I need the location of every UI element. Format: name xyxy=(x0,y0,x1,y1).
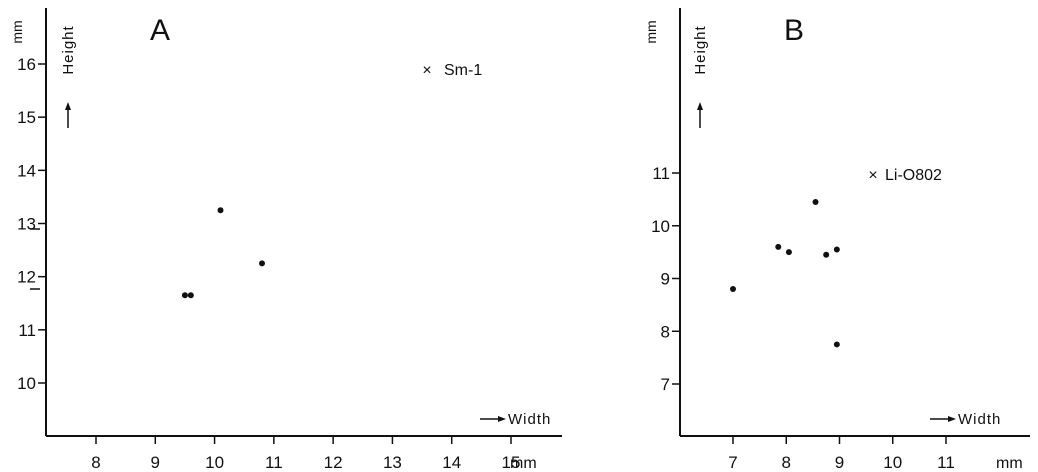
panel-b-y-unit: mm xyxy=(643,20,659,43)
panel-b-data-point xyxy=(833,246,840,253)
panel-a-label: A xyxy=(150,14,170,47)
panel-b-reference-marker: × xyxy=(868,167,877,184)
panel-b-reference-label: Li-O802 xyxy=(885,167,942,184)
panel-b-data-point xyxy=(785,249,792,256)
panel-a-x-unit: mm xyxy=(510,455,537,472)
panel-b-x-tick-label: 9 xyxy=(835,453,844,472)
panel-b-y-tick-label: 8 xyxy=(661,322,670,341)
panel-b-data-point xyxy=(730,286,736,293)
panel-b-label: B xyxy=(784,14,804,47)
panel-b-y-tick-label: 11 xyxy=(652,164,670,183)
panel-b-y-tick-label: 7 xyxy=(661,375,670,394)
panel-a-x-tick-label: 10 xyxy=(205,453,224,472)
panel-a-y-tick-label: 11 xyxy=(18,321,36,340)
panel-a-x-tick-label: 15 xyxy=(502,453,521,472)
panel-b-data-point xyxy=(833,341,840,348)
panel-b-y-tick-label: 10 xyxy=(651,217,670,236)
panel-b-x-tick-label: 7 xyxy=(728,453,737,472)
panel-a-x-tick-label: 11 xyxy=(265,453,283,472)
panel-a-y-tick-label: 10 xyxy=(17,374,36,393)
panel-a-x-label-arrow xyxy=(480,416,506,422)
panel-a-y-tick-label: 16 xyxy=(17,55,36,74)
panel-a-y-tick-label: 13 xyxy=(17,215,36,234)
panel-a-data-point xyxy=(187,292,194,299)
panel-b-x-tick-label: 11 xyxy=(937,453,955,472)
panel-b-y-tick-label: 9 xyxy=(661,270,670,289)
panel-b-y-label: Height xyxy=(692,25,709,74)
panel-b-y-label-arrow xyxy=(697,102,703,128)
panel-b-x-label-arrow xyxy=(930,416,956,422)
panel-a-x-label: Width xyxy=(508,411,551,428)
panel-a-y-tick-label: 12 xyxy=(17,268,36,287)
panel-a-y-tick-label: 15 xyxy=(17,108,36,127)
panel-a-data-point xyxy=(217,207,224,214)
panel-a-x-tick-label: 9 xyxy=(151,453,160,472)
panel-b-data-point xyxy=(775,243,782,250)
panel-a-y-label: Height xyxy=(60,25,77,74)
panel-b: B mm Height Width mm Li-O802 7 8 9 10 11 7 8 9 1… xyxy=(643,8,1030,472)
panel-a-y-label-arrow xyxy=(65,102,71,128)
panel-a-x-tick-label: 12 xyxy=(324,453,343,472)
panel-a: A mm Height Width mm Sm-1 8 9 10 11 12 13 14 15… xyxy=(9,8,562,472)
panel-a-reference-label: Sm-1 xyxy=(444,62,482,79)
panel-a-x-tick-label: 8 xyxy=(91,453,100,472)
panel-b-x-unit: mm xyxy=(996,455,1023,472)
panel-b-data-point xyxy=(812,199,819,206)
panel-a-x-tick-label: 14 xyxy=(442,453,461,472)
panel-a-y-tick-label: 14 xyxy=(17,161,36,180)
panel-b-x-label: Width xyxy=(958,411,1001,428)
panel-a-data-point xyxy=(181,292,188,299)
panel-a-data-point xyxy=(259,260,265,267)
panel-b-x-tick-label: 10 xyxy=(883,453,902,472)
panel-a-reference-marker: × xyxy=(422,62,431,79)
panel-b-data-point xyxy=(823,251,830,258)
panel-b-x-tick-label: 8 xyxy=(782,453,791,472)
panel-a-y-unit: mm xyxy=(9,20,25,43)
panel-a-x-tick-label: 13 xyxy=(383,453,402,472)
